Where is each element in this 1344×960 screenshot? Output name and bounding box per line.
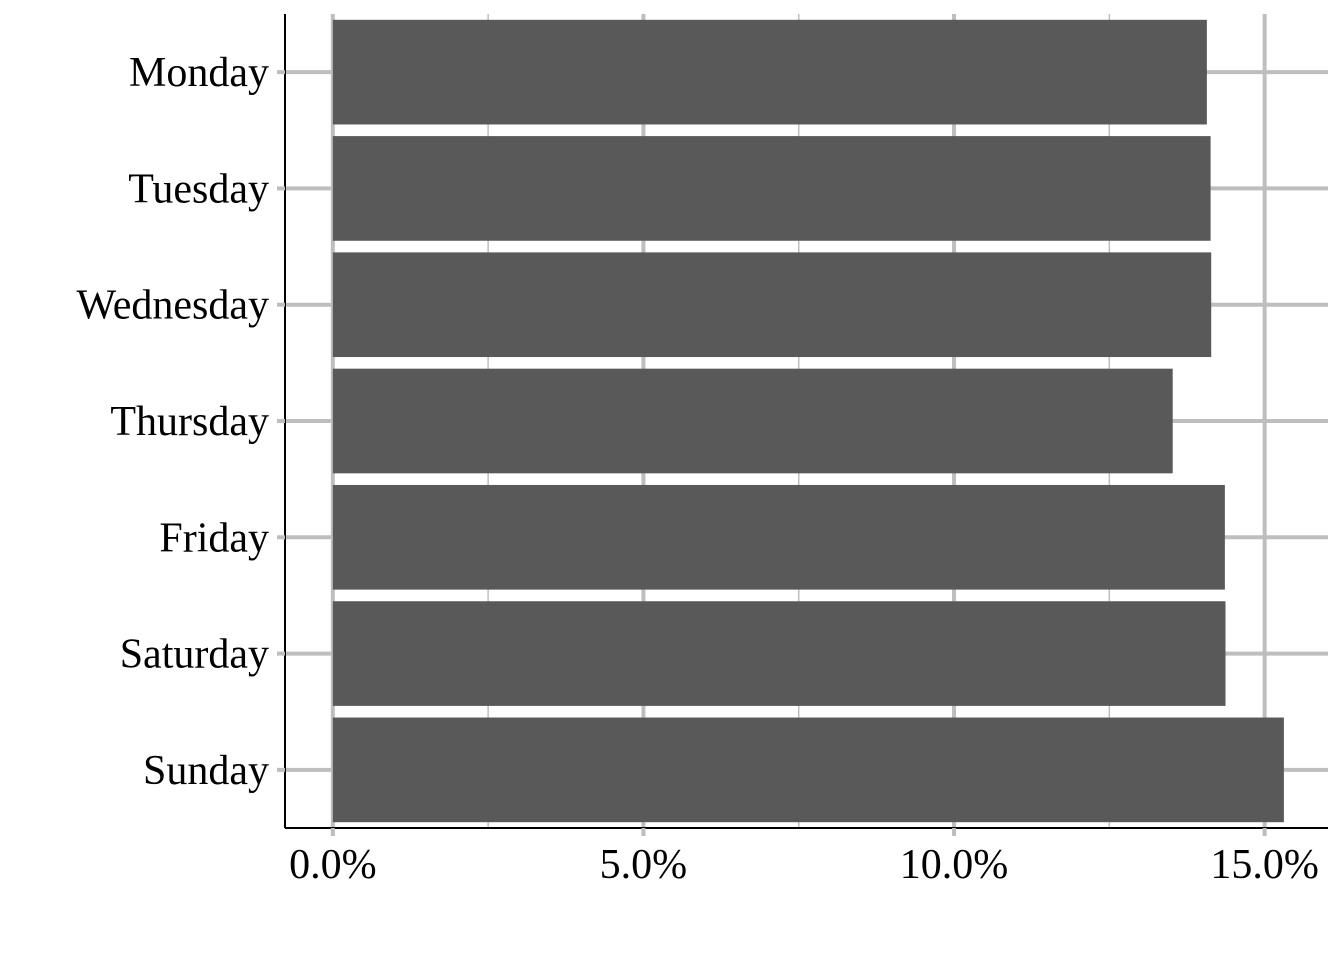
y-tick-label-friday: Friday: [159, 515, 269, 561]
y-tick-label-thursday: Thursday: [110, 399, 269, 445]
x-tick-label-0: 0.0%: [289, 842, 377, 888]
x-tick-label-1: 5.0%: [600, 842, 688, 888]
y-tick-label-wednesday: Wednesday: [76, 283, 269, 329]
bar-thursday: [332, 368, 1173, 474]
tick-labels: Monday Tuesday Wednesday Thursday Friday Satu…: [76, 50, 1318, 888]
axes: [277, 14, 1328, 836]
x-tick-label-3: 15.0%: [1210, 842, 1319, 888]
y-tick-label-sunday: Sunday: [143, 748, 269, 794]
x-tick-label-2: 10.0%: [900, 842, 1009, 888]
bars: [332, 19, 1284, 823]
y-tick-label-tuesday: Tuesday: [128, 166, 269, 212]
bar-sunday: [332, 717, 1284, 823]
bar-friday: [332, 484, 1225, 590]
bar-tuesday: [332, 136, 1211, 241]
bar-monday: [332, 19, 1207, 125]
bar-saturday: [332, 601, 1226, 706]
y-tick-label-monday: Monday: [129, 50, 269, 96]
y-tick-label-saturday: Saturday: [120, 632, 269, 678]
bar-wednesday: [332, 252, 1212, 358]
